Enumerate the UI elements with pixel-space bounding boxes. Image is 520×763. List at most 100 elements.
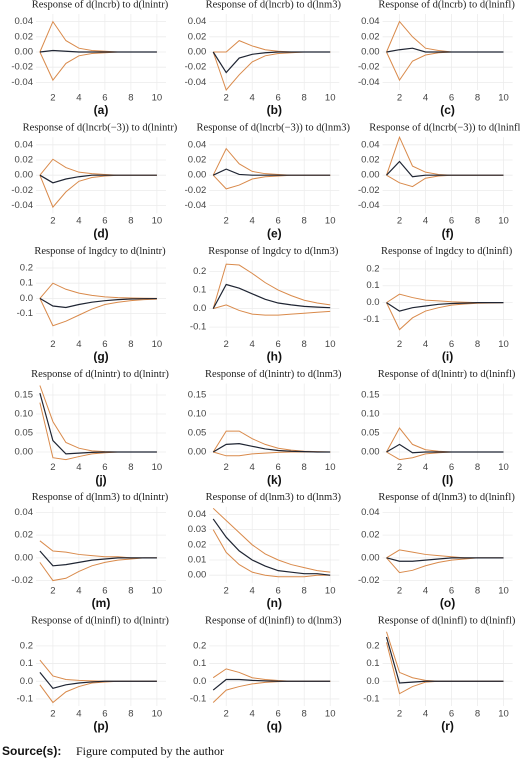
x-tick-label: 2	[224, 709, 229, 720]
response-line	[39, 174, 157, 184]
x-tick-label: 10	[152, 462, 163, 473]
y-tick-label: 0.1	[193, 285, 206, 296]
x-tick-label: 10	[152, 216, 163, 227]
x-tick-label: 2	[50, 339, 55, 350]
x-tick-label: 8	[128, 462, 133, 473]
x-tick-label: 4	[423, 585, 428, 596]
x-tick-label: 10	[325, 709, 336, 720]
x-tick-label: 6	[102, 709, 107, 720]
x-tick-label: 4	[250, 93, 255, 104]
x-tick-label: 10	[325, 585, 336, 596]
chart-title: Response of d(lninfl) to d(lnintr)	[31, 615, 169, 626]
y-tick-label: 0.00	[188, 170, 207, 181]
y-tick-label: -0.04	[358, 200, 380, 211]
x-tick-label: 2	[50, 462, 55, 473]
x-tick-label: 8	[475, 585, 480, 596]
y-tick-label: 0.10	[15, 409, 34, 420]
y-tick-label: 0.2	[366, 263, 379, 274]
y-tick-label: 0.02	[361, 155, 380, 166]
x-tick-label: 10	[498, 585, 509, 596]
y-tick-label: -0.1	[363, 314, 379, 325]
x-tick-label: 2	[50, 585, 55, 596]
response-line	[386, 47, 504, 53]
y-tick-label: 0.00	[361, 552, 380, 563]
panel-label: (d)	[93, 226, 108, 240]
x-tick-label: 2	[397, 462, 402, 473]
response-line	[386, 443, 504, 454]
x-tick-label: 6	[449, 216, 454, 227]
y-tick-label: 0.02	[15, 31, 34, 42]
y-tick-label: 0.05	[15, 428, 34, 439]
panel-label: (k)	[267, 473, 282, 487]
x-tick-label: 2	[224, 93, 229, 104]
x-tick-label: 2	[50, 709, 55, 720]
y-tick-label: 0.04	[361, 507, 380, 518]
y-tick-label: 0.04	[188, 139, 207, 150]
y-tick-label: 0.04	[188, 16, 207, 27]
source-label: Source(s):	[2, 744, 61, 758]
chart-title: Response of d(lnintr) to d(lnintr)	[31, 369, 169, 380]
y-tick-label: -0.02	[11, 575, 33, 586]
panel-label: (a)	[94, 103, 109, 117]
x-tick-label: 8	[128, 339, 133, 350]
x-tick-label: 10	[152, 585, 163, 596]
y-tick-label: -0.1	[190, 693, 206, 704]
chart-title: Response of d(lnm3) to d(lnintr)	[32, 492, 169, 503]
x-tick-label: 6	[449, 462, 454, 473]
y-tick-label: -0.02	[358, 185, 380, 196]
chart-title: Response of d(lncrb(−3)) to d(lnintr)	[23, 123, 178, 134]
panel-label: (p)	[93, 719, 108, 733]
x-tick-label: 10	[152, 709, 163, 720]
x-tick-label: 10	[325, 216, 336, 227]
x-tick-label: 8	[475, 216, 480, 227]
y-tick-label: -0.04	[358, 77, 380, 88]
x-tick-label: 4	[250, 709, 255, 720]
x-tick-label: 6	[276, 709, 281, 720]
y-tick-label: 0.02	[188, 155, 207, 166]
y-tick-label: -0.1	[17, 308, 33, 319]
y-tick-label: 0.10	[361, 409, 380, 420]
x-tick-label: 8	[302, 709, 307, 720]
y-tick-label: 0.00	[15, 447, 34, 458]
y-tick-label: 0.0	[366, 297, 379, 308]
y-tick-label: 0.02	[15, 155, 34, 166]
y-tick-label: 0.1	[20, 278, 33, 289]
x-tick-label: 2	[397, 93, 402, 104]
x-tick-label: 10	[498, 709, 509, 720]
x-tick-label: 2	[50, 216, 55, 227]
y-tick-label: -0.02	[358, 575, 380, 586]
y-tick-label: 0.2	[20, 263, 33, 274]
x-tick-label: 6	[449, 93, 454, 104]
x-tick-label: 8	[302, 339, 307, 350]
response-line	[212, 51, 331, 74]
y-tick-label: 0.0	[20, 293, 33, 304]
x-tick-label: 4	[76, 462, 81, 473]
y-tick-label: 0.15	[188, 390, 207, 401]
panel-label: (o)	[440, 596, 455, 610]
y-tick-label: 0.02	[188, 539, 207, 550]
y-tick-label: 0.00	[361, 47, 380, 58]
y-tick-label: 0.05	[188, 428, 207, 439]
y-tick-label: 0.05	[361, 428, 380, 439]
y-tick-label: 0.02	[188, 31, 207, 42]
y-tick-label: 0.03	[188, 524, 207, 535]
y-tick-label: 0.15	[361, 390, 380, 401]
response-line	[39, 392, 157, 455]
y-tick-label: 0.1	[366, 280, 379, 291]
x-tick-label: 2	[224, 462, 229, 473]
y-tick-label: 0.2	[20, 640, 33, 651]
y-tick-label: 0.0	[366, 676, 379, 687]
y-tick-label: -0.02	[185, 185, 207, 196]
x-tick-label: 4	[76, 216, 81, 227]
response-line	[212, 168, 331, 176]
x-tick-label: 4	[76, 709, 81, 720]
y-tick-label: 0.00	[188, 47, 207, 58]
y-tick-label: 0.00	[15, 552, 34, 563]
chart-title: Response of d(lnintr) to d(lnm3)	[205, 369, 342, 380]
response-line	[39, 672, 157, 690]
response-line	[212, 518, 331, 576]
panel-label: (l)	[442, 473, 453, 487]
y-tick-label: -0.04	[11, 200, 33, 211]
x-tick-label: 6	[449, 339, 454, 350]
x-tick-label: 8	[302, 462, 307, 473]
